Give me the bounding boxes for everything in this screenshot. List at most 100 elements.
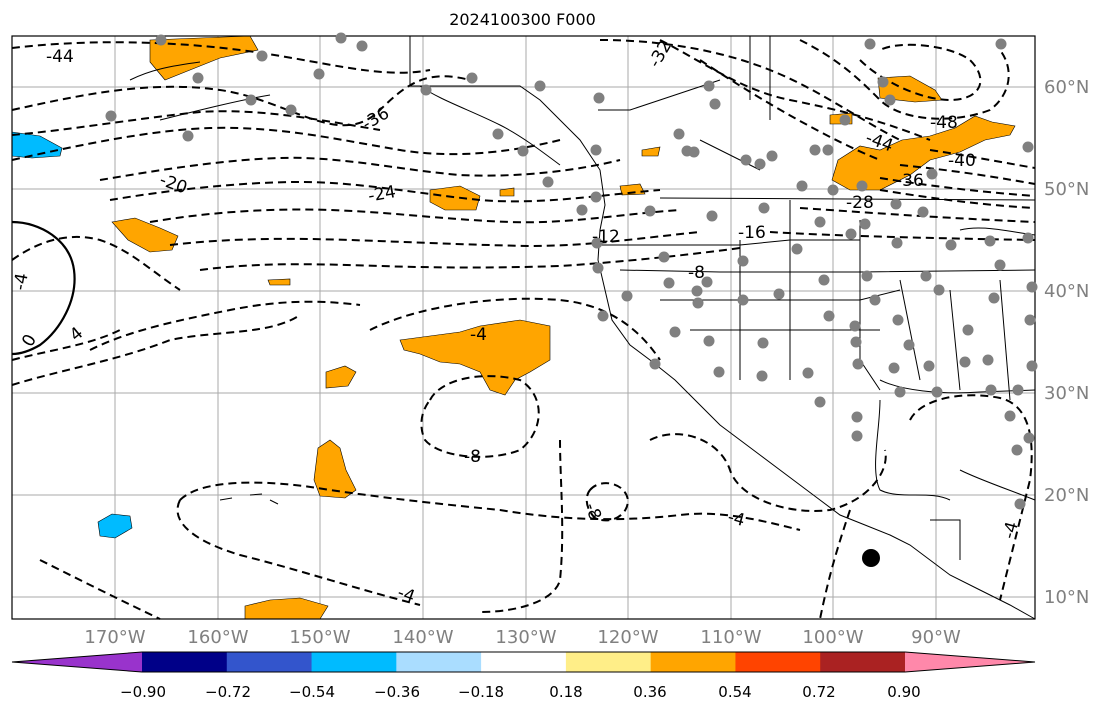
station-dot [849,320,861,332]
lon-label: 100°W [802,627,863,648]
station-dot [877,76,889,88]
station-dot [692,297,704,309]
contour-label: -16 [738,223,766,243]
colorbar-tick: −0.54 [289,683,335,701]
lon-label: 130°W [495,627,556,648]
station-dot [892,314,904,326]
station-dot [420,84,432,96]
coastlines [129,36,1036,620]
station-dot [962,324,974,336]
storm-center-marker [862,549,880,567]
colorbar-segment [226,652,313,672]
station-dot [621,290,633,302]
station-dot [1022,232,1034,244]
station-dot [192,72,204,84]
colorbar-segment [905,652,1035,672]
station-dot [1026,360,1038,372]
station-dot [754,158,766,170]
colorbar-segment [311,652,397,672]
station-dot [663,277,675,289]
station-dot [822,144,834,156]
station-dot [823,310,835,322]
station-dot [590,191,602,203]
lat-label: 40°N [1044,281,1089,302]
colorbar-segment [735,652,821,672]
station-dot [884,94,896,106]
station-dot [1004,410,1016,422]
station-dot [709,98,721,110]
station-dot [182,130,194,142]
station-dot [1026,281,1038,293]
station-dot [701,276,713,288]
station-dot [851,430,863,442]
station-dot [861,270,873,282]
contour-label: -8 [580,500,605,523]
lon-label: 110°W [700,627,761,648]
station-dot [737,255,749,267]
station-dot [593,92,605,104]
colorbar-segment [12,652,142,672]
colorbar-tick: −0.72 [205,683,251,701]
lat-label: 20°N [1044,485,1089,506]
station-dot [931,386,943,398]
station-dot [1012,384,1024,396]
station-dot [713,366,725,378]
station-dot [920,270,932,282]
colorbar-tick: 0.54 [718,683,751,701]
station-dot [576,204,588,216]
station-dot [691,285,703,297]
station-dot [933,284,945,296]
station-dot [985,384,997,396]
station-dot [737,294,749,306]
colorbar-outline [11,651,1036,673]
contour-label: -4 [470,325,487,345]
station-dot [335,32,347,44]
colorbar-tick: −0.18 [458,683,504,701]
station-dot [1011,444,1023,456]
station-dot [256,50,268,62]
station-dot [644,205,656,217]
positive-shading [111,35,1016,620]
station-dot [917,206,929,218]
contour-label: -48 [930,113,958,133]
lon-axis-labels: 170°W 160°W 150°W 140°W 130°W 120°W 110°… [84,627,961,648]
station-dot [649,358,661,370]
station-dot [891,237,903,249]
station-dot [658,251,670,263]
lon-label: 140°W [392,627,453,648]
station-dot [890,198,902,210]
lon-label: 150°W [289,627,350,648]
station-dot [466,72,478,84]
station-dot [856,180,868,192]
station-dot [703,80,715,92]
station-dot [245,94,257,106]
colorbar-segment [820,652,906,672]
contour-lines [11,39,1036,620]
station-dot [845,228,857,240]
station-dot [756,370,768,382]
station-dot [688,146,700,158]
station-dot [850,336,862,348]
station-dot [1024,314,1036,326]
station-dot [988,292,1000,304]
station-dot [814,216,826,228]
station-dot [926,168,938,180]
station-dot [796,180,808,192]
station-dot [864,38,876,50]
colorbar-tick: −0.90 [120,683,166,701]
station-dot [492,128,504,140]
colorbar-segment [481,652,567,672]
map-panel [11,35,1036,620]
station-dot [669,326,681,338]
lon-label: 120°W [597,627,658,648]
lat-label: 60°N [1044,77,1089,98]
station-dot [313,68,325,80]
station-dot [995,38,1007,50]
contour-label: -8 [464,447,481,467]
colorbar-tick: −0.36 [374,683,420,701]
negative-shading [11,131,133,539]
contour-label: -28 [846,193,874,213]
contour-label: -12 [592,227,620,247]
station-dot [740,154,752,166]
station-dot [356,40,368,52]
